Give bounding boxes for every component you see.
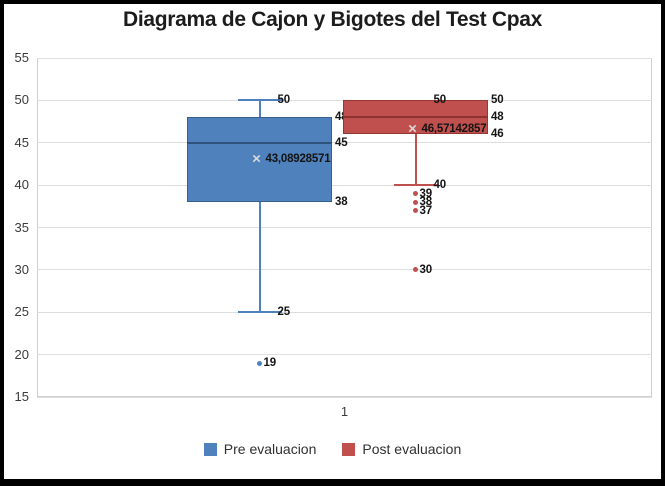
outlier-point-pre-evaluacion: [257, 360, 262, 366]
chart-title: Diagrama de Cajon y Bigotes del Test Cpa…: [122, 8, 543, 31]
gridline: [37, 311, 652, 313]
y-tick-label: 40: [14, 177, 29, 193]
label-median: 45: [335, 136, 348, 149]
label-mean: 46,57142857: [421, 123, 487, 136]
legend-swatch-post-evaluacion: [342, 442, 356, 456]
outlier-point-post-evaluacion: [413, 208, 418, 214]
y-tick-label: 15: [14, 389, 29, 404]
legend-label: Pre evaluacion: [223, 441, 317, 457]
label-whisker-high: 50: [433, 94, 447, 107]
outlier-label: 19: [263, 357, 277, 370]
gridline: [37, 396, 652, 398]
label-q1: 38: [335, 196, 348, 209]
whisker-line-low-post-evaluacion: [414, 134, 417, 186]
label-q1: 46: [491, 128, 504, 141]
legend-item-pre-evaluacion: Pre evaluacion: [203, 441, 317, 457]
gridline: [37, 57, 652, 59]
label-whisker-high: 50: [277, 94, 291, 107]
label-whisker-low: 25: [277, 306, 291, 319]
outlier-point-post-evaluacion: [413, 199, 418, 205]
outlier-label: 38: [419, 196, 433, 209]
y-tick-label: 45: [14, 134, 29, 150]
mean-x-marker-pre-evaluacion: ×: [252, 150, 261, 168]
y-tick-label: 35: [14, 219, 29, 235]
whisker-cap-low-pre-evaluacion: [237, 311, 282, 314]
box-pre-evaluacion: [187, 117, 332, 203]
outlier-point-post-evaluacion: [413, 267, 418, 273]
gridline: [37, 227, 652, 228]
whisker-cap-low-post-evaluacion: [393, 184, 438, 187]
outlier-label: 37: [419, 204, 433, 217]
median-line-post-evaluacion: [343, 116, 488, 119]
y-tick-label: 50: [14, 92, 29, 108]
label-whisker-low: 40: [433, 179, 447, 192]
outlier-point-post-evaluacion: [413, 191, 418, 197]
whisker-cap-high-pre-evaluacion: [237, 99, 282, 102]
legend: Pre evaluacion Post evaluacion: [0, 441, 665, 457]
label-q3: 50: [491, 94, 504, 107]
y-tick-label: 55: [14, 50, 29, 65]
y-tick-label: 25: [14, 304, 29, 320]
label-median: 48: [491, 111, 504, 124]
outlier-label: 30: [419, 263, 433, 276]
whisker-line-low-pre-evaluacion: [258, 202, 261, 313]
legend-swatch-pre-evaluacion: [203, 442, 217, 456]
median-line-pre-evaluacion: [187, 141, 332, 144]
gridline: [37, 184, 652, 186]
label-mean: 43,08928571: [265, 152, 331, 165]
legend-label: Post evaluacion: [362, 441, 462, 457]
legend-item-post-evaluacion: Post evaluacion: [342, 441, 461, 457]
gridline: [37, 354, 652, 356]
y-tick-label: 20: [14, 346, 29, 362]
outlier-label: 39: [419, 187, 433, 200]
x-axis-category-label: 1: [340, 404, 349, 419]
whisker-line-high-pre-evaluacion: [258, 100, 261, 118]
gridline: [37, 269, 652, 271]
y-tick-label: 30: [14, 261, 29, 277]
mean-x-marker-post-evaluacion: ×: [408, 120, 417, 138]
gridline: [37, 142, 652, 144]
